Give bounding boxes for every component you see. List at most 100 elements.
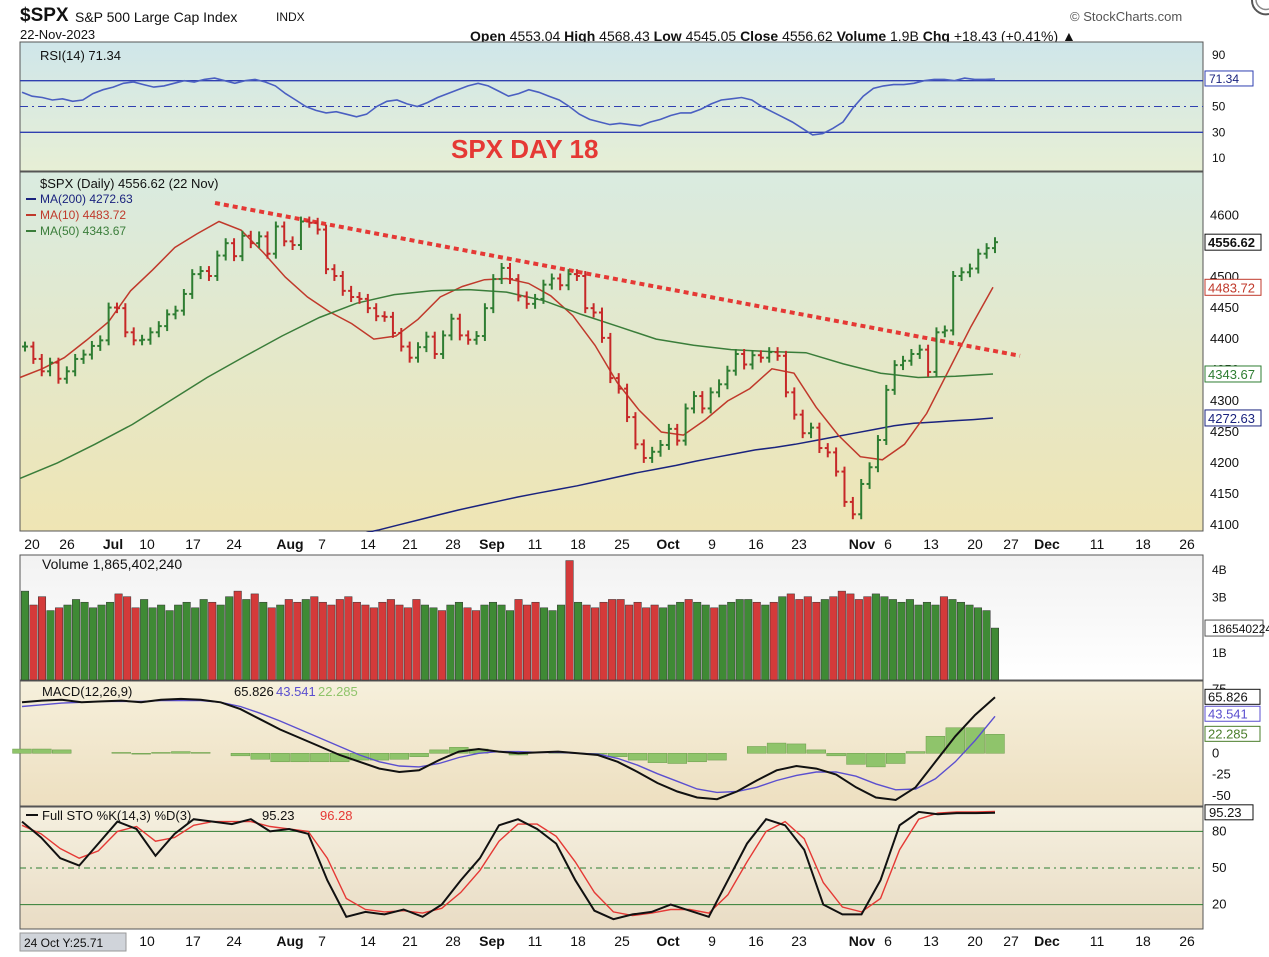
volume-bar (463, 607, 472, 681)
stochastic-tick-label: 80 (1212, 823, 1226, 838)
volume-bar (778, 596, 787, 681)
ohlc-bar (941, 325, 948, 338)
macd-tag (1204, 705, 1261, 722)
ohlc-bar (699, 391, 706, 414)
date-axis-label: 20 (967, 536, 983, 552)
ohlc-bar (883, 384, 890, 445)
ohlc-bar (682, 403, 689, 446)
date-axis-label: 9 (708, 536, 716, 552)
price-tick-label: 4600 (1210, 207, 1239, 222)
ohlc-bar (164, 309, 171, 332)
ohlc-bar (364, 293, 371, 314)
volume-bar (914, 604, 923, 681)
volume-tick-label: 1865402240 (1212, 622, 1269, 636)
volume-bar (761, 604, 770, 681)
ohlc-bar (30, 341, 37, 364)
ohlc-bar (314, 217, 321, 235)
volume-bar (625, 604, 634, 681)
price-tag-value: 4272.63 (1208, 411, 1255, 426)
bottom-axis-label: 17 (185, 933, 201, 949)
ohlc-bar (665, 423, 672, 450)
chart-header: $SPX S&P 500 Large Cap Index INDX 22-Nov… (0, 0, 1269, 48)
ohlc-bar (256, 231, 263, 249)
volume-bar (684, 599, 693, 681)
ohlc-bar (716, 379, 723, 398)
date-axis-label: 20 (24, 536, 40, 552)
macd-histogram-bar (52, 749, 72, 754)
volume-bar (216, 604, 225, 681)
ohlc-bar (916, 344, 923, 359)
open-value: 4553.04 (509, 28, 561, 44)
macd-line (21, 696, 996, 802)
rsi-tick-label: 10 (1212, 151, 1226, 165)
macd-histogram-bar (985, 734, 1005, 754)
ohlc-bar (732, 349, 739, 376)
ohlc-bar (548, 273, 555, 290)
annotation-spx-day: SPX DAY 18 (451, 134, 598, 164)
volume-bar (335, 599, 344, 681)
ohlc-bar (113, 302, 120, 314)
macd-histogram-bar (131, 753, 151, 755)
ohlc-bar (423, 331, 430, 353)
macd-histogram-bar (945, 727, 965, 754)
volume-bar (710, 607, 719, 681)
macd-histogram-bar (707, 753, 727, 761)
volume-bar (182, 601, 191, 681)
ohlc-bar (348, 285, 355, 302)
ohlc-bar (63, 366, 70, 384)
volume-bar (403, 607, 412, 681)
volume-tick-label: 4B (1212, 563, 1227, 577)
volume-bar (871, 593, 880, 681)
ohlc-bar (891, 360, 898, 395)
date-axis-label: 11 (1090, 536, 1105, 552)
ohlc-bar (122, 303, 129, 338)
price-tick-label: 4250 (1210, 424, 1239, 439)
ohlc-bar (80, 349, 87, 364)
volume-bar (752, 601, 761, 681)
volume-bar (174, 604, 183, 681)
volume-bar (225, 596, 234, 681)
ohlc-bar (983, 243, 990, 259)
volume-bar (497, 604, 506, 681)
date-axis-label: 23 (791, 536, 807, 552)
date-axis-label: 24 (226, 536, 242, 552)
macd-histogram-bar (647, 753, 668, 763)
volume-bar (471, 610, 480, 681)
volume-bar (318, 601, 327, 681)
stochastic-tag-value: 95.23 (1209, 805, 1242, 820)
date-axis-band (20, 532, 1203, 554)
volume-bar (344, 596, 353, 681)
stochastic-legend-d: 96.28 (320, 808, 353, 823)
volume-bar (650, 604, 659, 681)
corner-resize-icon[interactable] (1248, 0, 1269, 18)
macd-tag (1204, 725, 1261, 742)
index-name: S&P 500 Large Cap Index (75, 9, 238, 25)
volume-bar (301, 599, 310, 681)
chart-date: 22-Nov-2023 (20, 27, 96, 42)
ohlc-bar (749, 350, 756, 370)
macd-legend-hist: 22.285 (318, 684, 358, 699)
volume-bar (939, 596, 948, 681)
close-value: 4556.62 (782, 28, 833, 44)
macd-histogram-bar (230, 753, 251, 757)
ohlc-bar (958, 267, 965, 281)
ohlc-bar (824, 443, 831, 458)
volume-bar (437, 610, 446, 681)
volume-bar (420, 604, 429, 681)
stockcharts-logo[interactable]: © StockCharts.com (1070, 9, 1183, 24)
ohlc-bar (456, 313, 463, 341)
bottom-axis-label: Oct (656, 933, 680, 949)
ohlc-bar (381, 311, 388, 322)
macd-histogram-bar (905, 751, 926, 754)
stochastic-legend-title: Full STO %K(14,3) %D(3) (42, 808, 191, 823)
price-tick-label: 4150 (1210, 486, 1239, 501)
ohlc-bar (908, 349, 915, 366)
bottom-axis-label: 14 (360, 933, 376, 949)
bottom-axis-label: 16 (748, 933, 764, 949)
macd-histogram-bar (925, 736, 946, 754)
ohlc-bar (289, 236, 296, 250)
macd-histogram-bar (32, 748, 52, 754)
ohlc-bar (849, 496, 856, 520)
bottom-axis-label: 24 (226, 933, 242, 949)
macd-histogram-bar (766, 742, 787, 754)
